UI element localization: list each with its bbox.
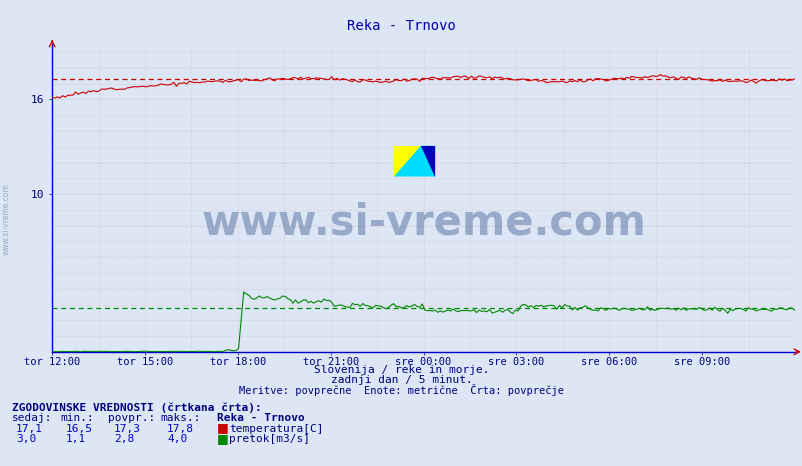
Text: Reka - Trnovo: Reka - Trnovo bbox=[346, 19, 456, 33]
Text: sedaj:: sedaj: bbox=[12, 413, 52, 423]
Text: 17,3: 17,3 bbox=[114, 424, 141, 433]
Text: ■: ■ bbox=[217, 432, 229, 445]
Text: Reka - Trnovo: Reka - Trnovo bbox=[217, 413, 304, 423]
Text: 1,1: 1,1 bbox=[66, 434, 86, 444]
Text: 17,8: 17,8 bbox=[167, 424, 194, 433]
Text: temperatura[C]: temperatura[C] bbox=[229, 424, 323, 433]
Text: 16,5: 16,5 bbox=[66, 424, 93, 433]
Text: maks.:: maks.: bbox=[160, 413, 200, 423]
Text: povpr.:: povpr.: bbox=[108, 413, 156, 423]
Polygon shape bbox=[420, 146, 435, 177]
Polygon shape bbox=[393, 146, 435, 177]
Text: Slovenija / reke in morje.: Slovenija / reke in morje. bbox=[314, 365, 488, 375]
Text: pretok[m3/s]: pretok[m3/s] bbox=[229, 434, 310, 444]
Text: Meritve: povprečne  Enote: metrične  Črta: povprečje: Meritve: povprečne Enote: metrične Črta:… bbox=[239, 384, 563, 396]
Text: ■: ■ bbox=[217, 422, 229, 434]
Text: 2,8: 2,8 bbox=[114, 434, 134, 444]
Text: www.si-vreme.com: www.si-vreme.com bbox=[200, 202, 646, 244]
Text: min.:: min.: bbox=[60, 413, 94, 423]
Text: zadnji dan / 5 minut.: zadnji dan / 5 minut. bbox=[330, 375, 472, 385]
Polygon shape bbox=[393, 146, 420, 177]
Text: 17,1: 17,1 bbox=[16, 424, 43, 433]
Text: www.si-vreme.com: www.si-vreme.com bbox=[2, 183, 11, 255]
Text: 3,0: 3,0 bbox=[16, 434, 36, 444]
Text: ZGODOVINSKE VREDNOSTI (črtkana črta):: ZGODOVINSKE VREDNOSTI (črtkana črta): bbox=[12, 403, 261, 413]
Text: 4,0: 4,0 bbox=[167, 434, 187, 444]
